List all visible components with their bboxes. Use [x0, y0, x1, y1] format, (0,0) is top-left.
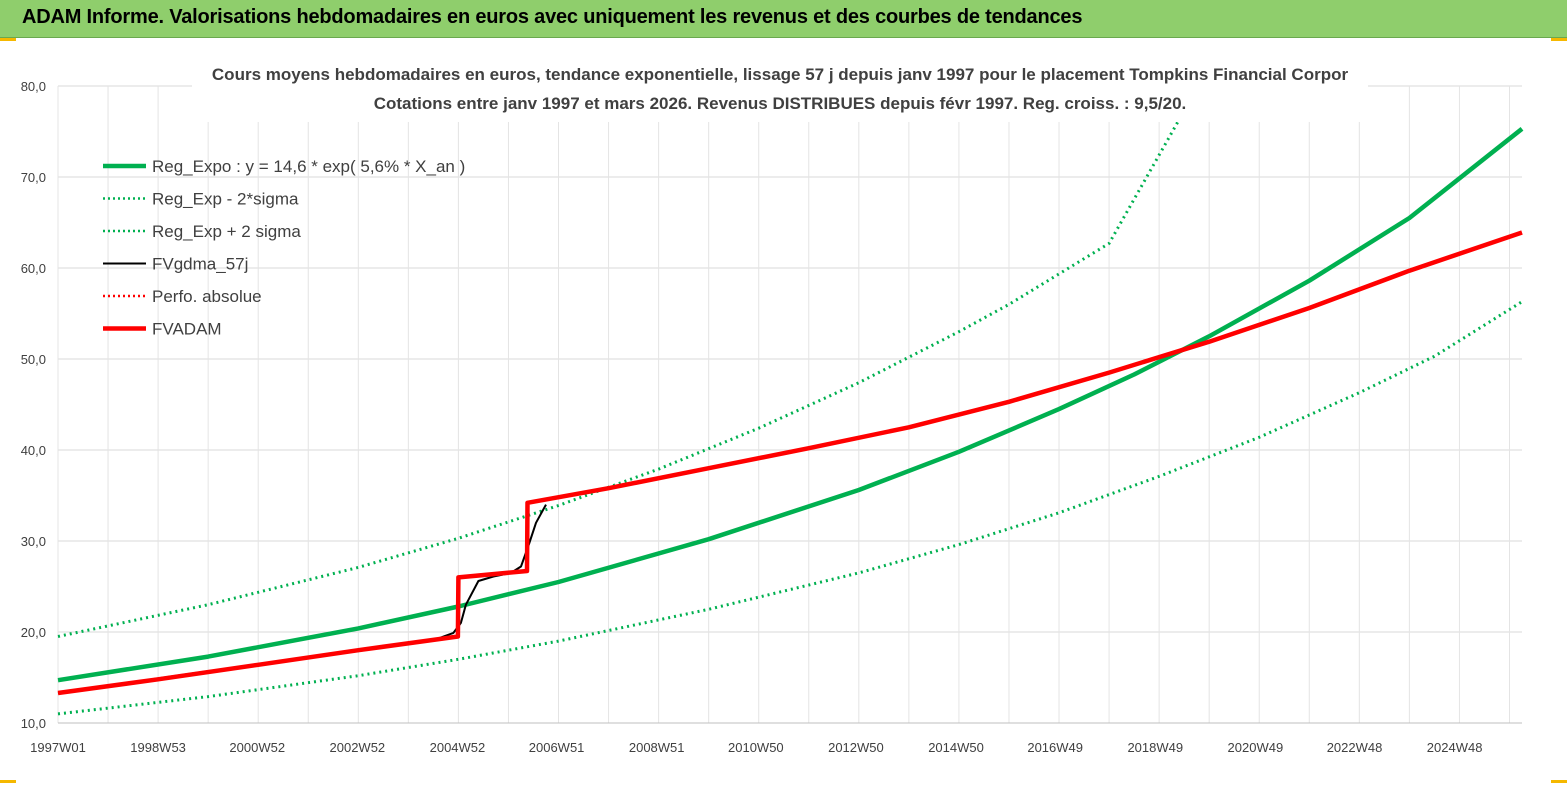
report-banner: ADAM Informe. Valorisations hebdomadaire…	[0, 0, 1567, 38]
series-line-2	[57, 118, 1181, 638]
legend-label: FVgdma_57j	[152, 255, 248, 274]
x-tick-label: 1998W53	[130, 740, 186, 755]
x-tick-label: 2020W49	[1228, 740, 1284, 755]
series-line-0	[57, 127, 1524, 683]
y-tick-label: 40,0	[21, 443, 46, 458]
x-tick-label: 2012W50	[828, 740, 884, 755]
x-tick-label: 2016W49	[1027, 740, 1083, 755]
corner-mark	[1551, 780, 1567, 783]
x-tick-label: 2006W51	[529, 740, 585, 755]
corner-mark	[0, 780, 16, 783]
chart-title-line2: Cotations entre janv 1997 et mars 2026. …	[374, 94, 1187, 113]
x-tick-label: 2018W49	[1127, 740, 1183, 755]
report-title: ADAM Informe. Valorisations hebdomadaire…	[22, 6, 1083, 28]
legend-label: Perfo. absolue	[152, 287, 262, 306]
x-tick-label: 2008W51	[629, 740, 685, 755]
grid	[57, 85, 1522, 724]
y-tick-label: 30,0	[21, 534, 46, 549]
legend-label: Reg_Expo : y = 14,6 * exp( 5,6% * X_an )	[152, 157, 465, 176]
x-tick-label: 2024W48	[1427, 740, 1483, 755]
chart-frame: 10,0 20,0 30,0 40,0 50,0 60,0 70,0 80,0 1997W01 1…	[0, 38, 1567, 783]
y-tick-label: 10,0	[21, 716, 46, 731]
legend: Reg_Expo : y = 14,6 * exp( 5,6% * X_an )…	[103, 157, 465, 339]
chart-title-line1: Cours moyens hebdomadaires en euros, ten…	[212, 65, 1349, 84]
x-tick-label: 2000W52	[229, 740, 285, 755]
legend-label: Reg_Exp - 2*sigma	[152, 190, 299, 209]
y-tick-label: 20,0	[21, 625, 46, 640]
legend-label: Reg_Exp + 2 sigma	[152, 222, 301, 241]
series-line-1	[57, 300, 1523, 716]
x-tick-label: 2022W48	[1327, 740, 1383, 755]
series	[57, 118, 1524, 716]
y-tick-label: 50,0	[21, 352, 46, 367]
series-line-5	[57, 230, 1523, 696]
chart: 10,0 20,0 30,0 40,0 50,0 60,0 70,0 80,0 1997W01 1…	[21, 56, 1524, 755]
axes: 10,0 20,0 30,0 40,0 50,0 60,0 70,0 80,0 1997W01 1…	[21, 79, 1522, 755]
x-tick-label: 2004W52	[430, 740, 486, 755]
y-tick-label: 70,0	[21, 170, 46, 185]
x-tick-label: 1997W01	[30, 740, 86, 755]
x-tick-label: 2014W50	[928, 740, 984, 755]
x-tick-label: 2010W50	[728, 740, 784, 755]
y-tick-label: 80,0	[21, 79, 46, 94]
legend-label: FVADAM	[152, 320, 222, 339]
title-background	[192, 56, 1368, 122]
x-tick-label: 2002W52	[330, 740, 386, 755]
corner-mark	[0, 38, 16, 41]
y-tick-label: 60,0	[21, 261, 46, 276]
corner-mark	[1551, 38, 1567, 41]
